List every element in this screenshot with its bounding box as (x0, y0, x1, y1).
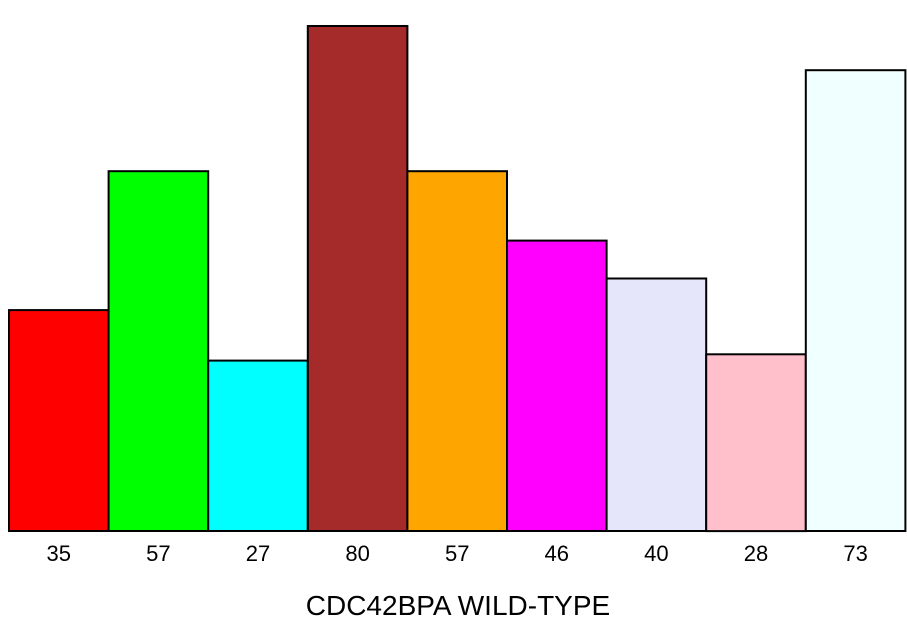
x-tick-label-5: 57 (445, 541, 469, 566)
x-tick-labels: 35 57 27 80 57 46 40 28 73 (47, 541, 868, 566)
bar-9 (804, 69, 907, 532)
x-tick-label-9: 73 (843, 541, 867, 566)
x-tick-label-6: 46 (545, 541, 569, 566)
bar-5 (406, 170, 508, 532)
x-tick-label-7: 40 (644, 541, 668, 566)
bars-group (8, 25, 907, 533)
bar-7 (605, 277, 708, 532)
x-tick-label-3: 27 (246, 541, 270, 566)
x-tick-label-4: 80 (345, 541, 369, 566)
x-axis-title: CDC42BPA WILD-TYPE (306, 590, 610, 617)
bar-3 (207, 359, 309, 532)
bar-8 (705, 353, 807, 533)
bar-2 (107, 170, 210, 532)
x-tick-label-8: 28 (744, 541, 768, 566)
bar-6 (506, 239, 608, 532)
x-tick-label-2: 57 (146, 541, 170, 566)
x-tick-label-1: 35 (47, 541, 71, 566)
bar-4 (306, 25, 409, 532)
bar-1 (8, 309, 110, 532)
